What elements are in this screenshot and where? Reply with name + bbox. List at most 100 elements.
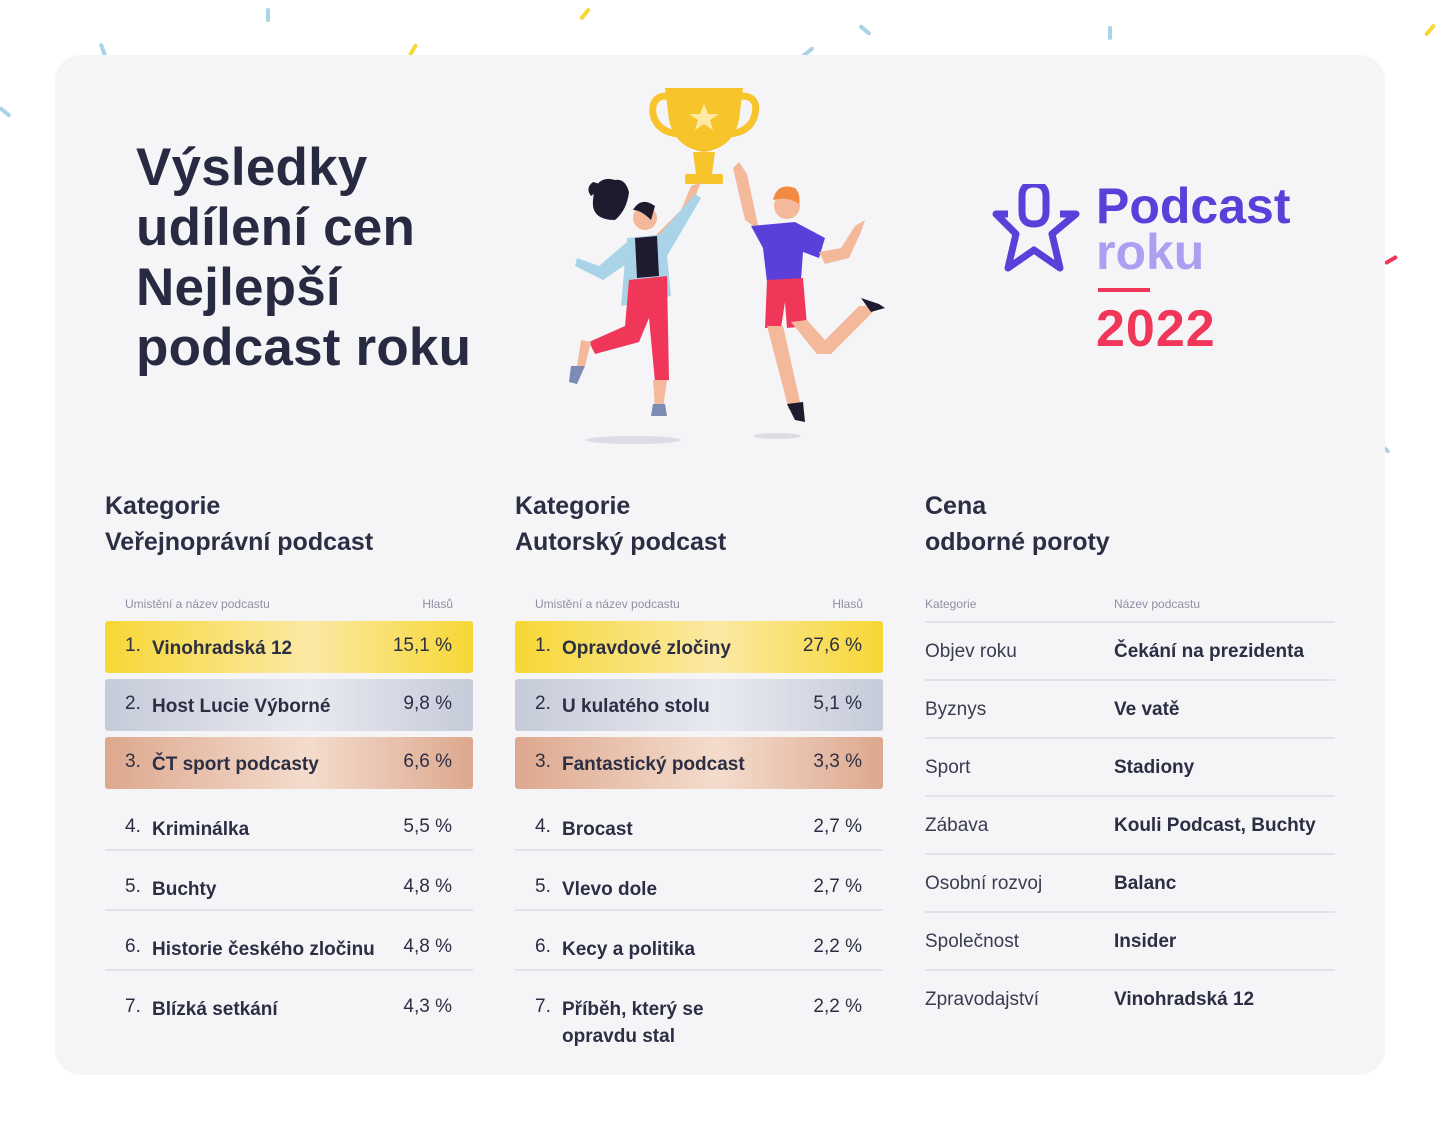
rank-number: 3. — [125, 751, 141, 772]
podcast-name: Historie českého zločinu — [152, 939, 375, 960]
rank-number: 6. — [125, 936, 141, 957]
jury-row: Sport Stadiony — [925, 739, 1335, 797]
podcast-name: Vinohradská 12 — [152, 638, 293, 659]
confetti-piece — [802, 46, 814, 58]
rank-number: 2. — [535, 693, 551, 714]
podcast-name: Příběh, který se opravdu stal — [562, 999, 704, 1047]
jury-podcast: Vinohradská 12 — [1114, 989, 1255, 1010]
heading-line: odborné poroty — [925, 528, 1110, 556]
rank-number: 7. — [125, 996, 141, 1017]
shadow-left — [585, 436, 681, 444]
celebration-illustration — [569, 88, 885, 444]
section-heading: Kategorie Autorský podcast — [515, 488, 883, 564]
vote-share: 2,2 % — [813, 936, 862, 957]
vote-share: 4,8 % — [403, 876, 452, 897]
vote-share: 6,6 % — [403, 751, 452, 772]
podcast-name: Vlevo dole — [562, 879, 658, 900]
confetti-piece — [579, 8, 591, 20]
jury-category: Objev roku — [925, 641, 1017, 662]
confetti-piece — [1384, 255, 1398, 265]
podcast-name: Opravdové zločiny — [562, 638, 731, 659]
logo-divider — [1098, 288, 1150, 292]
ranking-row: 7. Příběh, který se opravdu stal 2,2 % — [515, 975, 883, 1055]
microphone-star-icon — [992, 184, 1080, 272]
podcast-name: Blízká setkání — [152, 999, 278, 1020]
jury-podcast: Insider — [1114, 931, 1177, 952]
ranking-row: 7. Blízká setkání 4,3 % — [105, 975, 473, 1029]
heading-line: Veřejnoprávní podcast — [105, 528, 374, 556]
heading-line: Kategorie — [515, 492, 631, 520]
logo-roku: roku — [1096, 224, 1205, 280]
confetti-piece — [0, 106, 11, 118]
ranking-row-gold: 1. Vinohradská 12 15,1 % — [105, 621, 473, 673]
man-figure — [733, 162, 885, 422]
ranking-row: 5. Buchty 4,8 % — [105, 855, 473, 911]
podcast-name: Brocast — [562, 819, 633, 840]
jury-category: Zpravodajství — [925, 989, 1040, 1010]
jury-category: Společnost — [925, 931, 1020, 952]
jury-row: Objev roku Čekání na prezidenta — [925, 623, 1335, 681]
results-card — [55, 55, 1385, 1075]
vote-share: 27,6 % — [802, 635, 862, 656]
page-title-line: Nejlepší — [136, 258, 341, 317]
jury-podcast: Stadiony — [1114, 757, 1195, 778]
jury-row: Zpravodajství Vinohradská 12 — [925, 971, 1335, 1027]
ranking-row: 4. Kriminálka 5,5 % — [105, 795, 473, 851]
confetti-piece — [99, 43, 107, 57]
rank-number: 2. — [125, 693, 141, 714]
page-title-line: podcast roku — [136, 318, 472, 377]
vote-share: 2,7 % — [813, 816, 862, 837]
jury-podcast: Ve vatě — [1114, 699, 1180, 720]
vote-share: 9,8 % — [403, 693, 452, 714]
jury-row: Společnost Insider — [925, 913, 1335, 971]
vote-share: 2,2 % — [813, 996, 862, 1017]
jury-category: Byznys — [925, 699, 987, 720]
confetti-piece — [408, 43, 418, 57]
ranking-row: 5. Vlevo dole 2,7 % — [515, 855, 883, 911]
jury-category: Zábava — [925, 815, 989, 836]
heading-line: Cena — [925, 492, 987, 520]
trophy-icon — [649, 88, 760, 184]
vote-share: 4,8 % — [403, 936, 452, 957]
podcast-name: Kriminálka — [152, 819, 250, 840]
logo-year: 2022 — [1096, 300, 1216, 358]
rank-number: 5. — [535, 876, 551, 897]
column-header-votes: Hlasů — [832, 597, 863, 611]
confetti-piece — [1424, 24, 1436, 36]
logo-podcast: Podcast — [1096, 178, 1291, 234]
podcast-name: Fantastický podcast — [562, 754, 745, 775]
heading-line: Autorský podcast — [515, 528, 727, 556]
rank-number: 1. — [125, 635, 141, 656]
vote-share: 4,3 % — [403, 996, 452, 1017]
podcast-name: Buchty — [152, 879, 217, 900]
ranking-row-silver: 2. Host Lucie Výborné 9,8 % — [105, 679, 473, 731]
rank-number: 6. — [535, 936, 551, 957]
jury-category: Osobní rozvoj — [925, 873, 1043, 894]
jury-row: Zábava Kouli Podcast, Buchty — [925, 797, 1335, 855]
ranking-row: 6. Historie českého zločinu 4,8 % — [105, 915, 473, 971]
rank-number: 7. — [535, 996, 551, 1017]
rank-number: 4. — [535, 816, 551, 837]
ranking-row: 6. Kecy a politika 2,2 % — [515, 915, 883, 971]
vote-share: 2,7 % — [813, 876, 862, 897]
jury-row: Byznys Ve vatě — [925, 681, 1335, 739]
column-header-name: Umistění a název podcastu — [535, 597, 680, 611]
confetti-piece — [859, 24, 871, 36]
ranking-row-bronze: 3. ČT sport podcasty 6,6 % — [105, 737, 473, 789]
ranking-row: 4. Brocast 2,7 % — [515, 795, 883, 851]
column-headers: Umistění a název podcastu Hlasů — [105, 591, 473, 621]
vote-share: 5,5 % — [403, 816, 452, 837]
page-title-line: Výsledky — [136, 138, 368, 197]
rank-number: 3. — [535, 751, 551, 772]
section-heading: Kategorie Veřejnoprávní podcast — [105, 488, 473, 564]
rank-number: 5. — [125, 876, 141, 897]
section-heading: Cena odborné poroty — [925, 488, 1335, 564]
jury-podcast: Balanc — [1114, 873, 1177, 894]
ranking-row-silver: 2. U kulatého stolu 5,1 % — [515, 679, 883, 731]
page-title: Výsledky udílení cen Nejlepší podcast ro… — [136, 138, 556, 378]
rank-number: 1. — [535, 635, 551, 656]
ranking-row-bronze: 3. Fantastický podcast 3,3 % — [515, 737, 883, 789]
column-header-votes: Hlasů — [422, 597, 453, 611]
heading-line: Kategorie — [105, 492, 221, 520]
vote-share: 5,1 % — [813, 693, 862, 714]
